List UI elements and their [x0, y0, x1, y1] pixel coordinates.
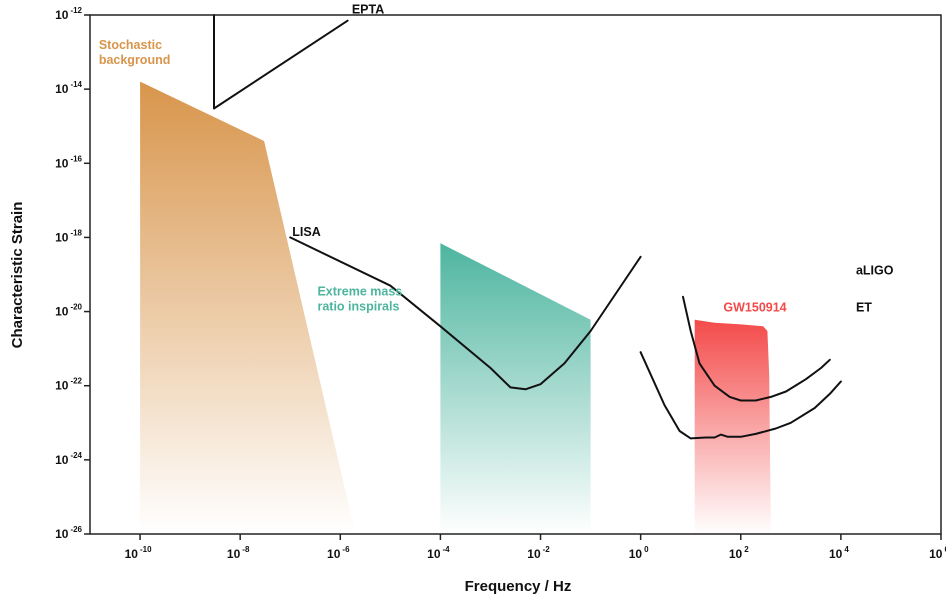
annotations: Stochastic background Extreme mass ratio in… [99, 2, 894, 314]
region-0 [140, 81, 356, 534]
curves-layer [213, 14, 842, 440]
y-tick-label: 10 -20 [55, 303, 82, 319]
y-tick-label: 10 -24 [55, 451, 82, 467]
y-tick-label: 10 -16 [55, 154, 82, 170]
x-axis-label: Frequency / Hz [465, 578, 572, 594]
curve-epta [213, 14, 349, 110]
curve-et [639, 351, 842, 440]
curve-lisa [289, 236, 642, 391]
x-tick-label: 10 -4 [427, 545, 450, 561]
x-tick-label: 10 -8 [227, 545, 250, 561]
region-label-2: GW150914 [723, 301, 786, 315]
curve-label-lisa: LISA [292, 225, 320, 239]
region-label-0: Stochastic background [99, 38, 171, 67]
x-tick-label: 10 -2 [527, 545, 550, 561]
y-tick-label: 10 -12 [55, 6, 82, 22]
x-tick-label: 10 4 [829, 545, 849, 561]
curve-label-et: ET [856, 301, 872, 315]
x-tick-label: 10 2 [729, 545, 749, 561]
curve-label-aligo: aLIGO [856, 264, 894, 278]
y-tick-label: 10 -26 [55, 525, 82, 541]
y-tick-label: 10 -14 [55, 80, 82, 96]
plot-frame [89, 14, 942, 535]
x-tick-label: 10 -6 [327, 545, 350, 561]
y-tick-label: 10 -18 [55, 228, 82, 244]
x-tick-label: 10 -10 [125, 545, 152, 561]
curve-aligo [682, 295, 831, 402]
x-tick-label: 106 [929, 545, 946, 561]
x-ticks: 10-10 10-8 10-6 10-4 10-2 100 102 104 106 [125, 534, 946, 561]
region-2 [694, 319, 771, 534]
x-tick-label: 10 0 [629, 545, 649, 561]
y-tick-label: 10 -22 [55, 377, 82, 393]
region-label-1: Extreme mass ratio inspirals [317, 285, 402, 314]
curve-label-epta: EPTA [352, 2, 384, 16]
regions-layer [140, 81, 771, 534]
y-ticks: 10-12 10-14 10-16 10-18 10-20 10-22 10-24 10-26 [55, 6, 90, 541]
y-axis-label: Characteristic Strain [9, 202, 26, 349]
